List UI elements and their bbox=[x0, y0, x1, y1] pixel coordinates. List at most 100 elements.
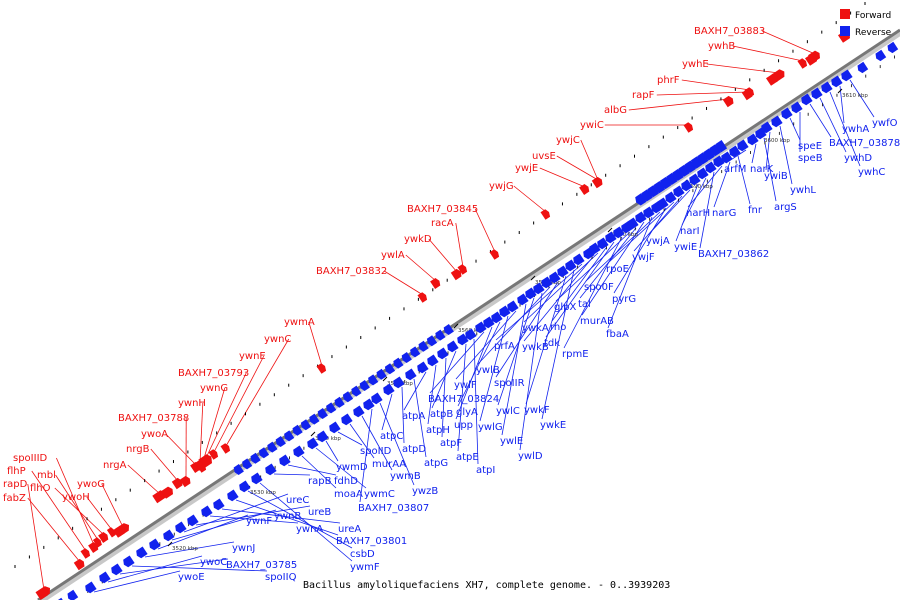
forward-gene-arrow-ywjg bbox=[540, 209, 551, 220]
scale-tick-3550-kbp bbox=[382, 376, 388, 382]
reverse-leader-ywlb bbox=[477, 286, 551, 365]
reverse-leader-ywnj bbox=[144, 541, 235, 558]
reverse-gene-arrow-speb bbox=[791, 101, 803, 114]
forward-gene-label-ywla: ywlA bbox=[381, 250, 405, 261]
reverse-gene-arrow-ywld bbox=[533, 282, 545, 295]
reverse-gene-label-baxh7-03878: BAXH7_03878 bbox=[829, 138, 900, 149]
forward-gene-label-fabz: fabZ bbox=[3, 493, 26, 504]
reverse-gene-arrow-ywhl bbox=[771, 115, 783, 128]
reverse-leader-ywlf bbox=[455, 310, 517, 380]
reverse-gene-arrow-nari bbox=[697, 167, 709, 180]
forward-gene-label-ywoh: ywoH bbox=[62, 492, 90, 503]
reverse-gene-arrow-ywmf bbox=[251, 472, 263, 485]
reverse-leader-ywke bbox=[541, 269, 575, 420]
reverse-gene-arrow-unlabeled bbox=[309, 413, 320, 425]
reverse-gene-arrow-unlabeled bbox=[672, 168, 684, 181]
forward-gene-arrow-flhp bbox=[80, 548, 91, 559]
reverse-gene-arrow-baxh7-03801 bbox=[227, 489, 239, 502]
forward-gene-label-flho: flhO bbox=[30, 483, 51, 494]
reverse-gene-label-baxh7-03785: BAXH7_03785 bbox=[226, 560, 297, 571]
forward-gene-label-baxh7-03845: BAXH7_03845 bbox=[407, 204, 478, 215]
reverse-gene-arrow-baxh7-03878 bbox=[801, 93, 813, 106]
forward-gene-arrow-ywhb bbox=[797, 58, 808, 69]
reverse-gene-arrow-unlabeled bbox=[635, 193, 647, 206]
scale-tick-3610-kbp bbox=[837, 88, 843, 94]
forward-leader-ywhb bbox=[732, 45, 804, 62]
forward-gene-label-ywje: ywjE bbox=[515, 163, 538, 174]
reverse-gene-label-arfm: arfM bbox=[724, 164, 746, 175]
forward-leader-baxh7-03845 bbox=[474, 208, 496, 253]
reverse-gene-label-rpoe: rpoE bbox=[606, 264, 629, 275]
reverse-leader-ywhl bbox=[779, 125, 793, 185]
reverse-gene-label-atpa: atpA bbox=[402, 411, 425, 422]
forward-gene-arrow-unlabeled bbox=[113, 525, 125, 538]
reverse-gene-arrow-unlabeled bbox=[443, 324, 454, 335]
reverse-gene-label-atph: atpH bbox=[426, 425, 450, 436]
forward-gene-label-albg: albG bbox=[604, 105, 627, 116]
forward-gene-arrow-spoiiid bbox=[88, 542, 99, 553]
reverse-gene-label-spo0f: spo0F bbox=[584, 282, 614, 293]
forward-leader-ywla bbox=[405, 254, 437, 282]
reverse-leader-ywmb bbox=[361, 415, 393, 471]
reverse-gene-label-atpe: atpE bbox=[456, 452, 479, 463]
forward-gene-arrow-raca bbox=[457, 264, 468, 275]
reverse-gene-label-ywkb: ywkB bbox=[522, 342, 549, 353]
reverse-gene-label-speb: speB bbox=[798, 153, 823, 164]
forward-gene-arrow-ywkd bbox=[450, 268, 462, 281]
forward-gene-label-ywjg: ywjG bbox=[489, 181, 514, 192]
legend-reverse-label: Reverse bbox=[855, 28, 892, 38]
reverse-gene-label-ywmb: ywmB bbox=[390, 471, 421, 482]
forward-gene-arrow-flho bbox=[98, 532, 109, 543]
forward-gene-arrow-ywnc bbox=[220, 443, 231, 454]
reverse-gene-label-atpd: atpD bbox=[402, 444, 426, 455]
forward-gene-arrow-unlabeled bbox=[766, 73, 778, 86]
forward-gene-label-ywnh: ywnH bbox=[178, 398, 206, 409]
reverse-gene-arrow-unlabeled bbox=[697, 152, 709, 165]
reverse-gene-arrow-murab bbox=[635, 211, 647, 224]
reverse-gene-label-ywlc: ywlC bbox=[496, 406, 520, 417]
forward-leader-flho bbox=[54, 487, 105, 536]
forward-gene-arrow-unlabeled bbox=[161, 486, 173, 499]
reverse-gene-arrow-urec bbox=[175, 521, 187, 534]
reverse-gene-arrow-ywhd bbox=[811, 87, 823, 100]
forward-gene-arrow-ywla bbox=[430, 278, 441, 289]
forward-gene-arrow-ywjc bbox=[592, 177, 603, 188]
reverse-leader-ywib bbox=[765, 131, 771, 171]
legend-reverse-swatch bbox=[840, 26, 850, 36]
reverse-leader-fnr bbox=[737, 155, 751, 205]
reverse-gene-arrow-unlabeled bbox=[678, 164, 690, 177]
forward-gene-arrow-ywne bbox=[208, 449, 219, 460]
forward-gene-arrow-unlabeled bbox=[36, 587, 48, 600]
reverse-gene-arrow-unlabeled bbox=[887, 41, 899, 54]
forward-gene-arrow-mbl bbox=[92, 537, 102, 548]
reverse-gene-label-ywhd: ywhD bbox=[844, 153, 872, 164]
reverse-leader-glpx bbox=[555, 231, 631, 302]
forward-gene-arrow-unlabeled bbox=[200, 455, 212, 468]
reverse-leader-urec bbox=[183, 493, 289, 533]
scale-tick-3580-kbp bbox=[607, 227, 613, 233]
reverse-leader-ywhd bbox=[819, 97, 847, 153]
reverse-leader-urea bbox=[221, 508, 341, 524]
forward-gene-label-nrgb: nrgB bbox=[126, 444, 150, 455]
reverse-gene-arrow-ywlf bbox=[507, 300, 519, 313]
reverse-leader-murab bbox=[581, 221, 645, 316]
forward-gene-arrow-fabz bbox=[73, 558, 85, 571]
forward-gene-label-ywma: ywmA bbox=[284, 317, 315, 328]
reverse-gene-label-ywkf: ywkF bbox=[524, 405, 550, 416]
reverse-leader-baxh7-03862 bbox=[699, 171, 715, 249]
reverse-gene-arrow-ywnb bbox=[163, 529, 175, 542]
reverse-gene-label-upp: upp bbox=[454, 420, 473, 431]
reverse-gene-arrow-arfm bbox=[737, 139, 749, 152]
reverse-gene-arrow-unlabeled bbox=[368, 374, 379, 386]
forward-leader-ywnh bbox=[199, 402, 204, 464]
reverse-leader-rpoe bbox=[607, 201, 675, 264]
reverse-gene-label-urea: ureA bbox=[338, 524, 361, 535]
reverse-leader-ywha bbox=[839, 85, 845, 124]
reverse-gene-arrow-atpc bbox=[383, 383, 395, 396]
reverse-gene-label-ywmf: ywmF bbox=[350, 562, 380, 573]
reverse-leader-args bbox=[763, 137, 777, 202]
reverse-leader-ywhc bbox=[829, 91, 861, 167]
reverse-leader-rpme bbox=[563, 236, 623, 349]
reverse-gene-label-glpx: glpX bbox=[554, 302, 576, 313]
reverse-gene-arrow-unlabeled bbox=[426, 335, 438, 347]
